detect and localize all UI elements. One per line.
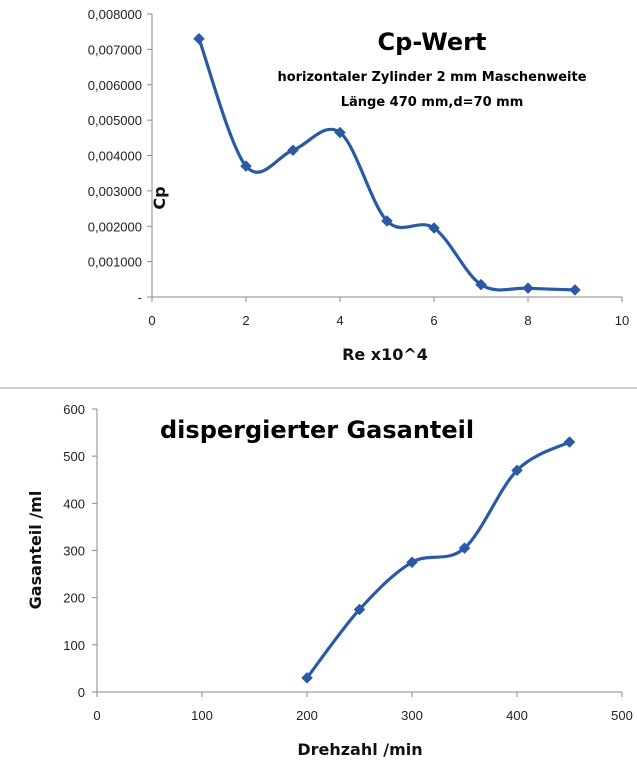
gas-y-tick-label: 100 <box>63 638 85 653</box>
gas-y-tick-label: 600 <box>63 402 85 417</box>
gas-series-markers <box>301 436 576 684</box>
cp-y-axis-title: Cp <box>150 186 169 209</box>
cp-data-point <box>240 160 252 172</box>
cp-data-point <box>475 278 487 291</box>
cp-chart: - 0,001000 0,002000 0,003000 0,004000 0,00500… <box>88 7 629 364</box>
cp-x-tick-label: 10 <box>615 313 629 328</box>
gas-chart: 0 100 200 300 400 500 600 0 100 200 300 400 500 dis… <box>26 402 633 759</box>
cp-data-point <box>287 144 299 157</box>
gas-x-tick-label: 300 <box>401 708 423 723</box>
gas-data-point <box>301 671 313 684</box>
gas-y-tick-label: 400 <box>63 496 85 511</box>
cp-y-tick-label: 0,001000 <box>88 255 142 270</box>
cp-y-tick-label: 0,006000 <box>88 78 142 93</box>
cp-y-tick-label: 0,003000 <box>88 184 142 199</box>
gas-series-line <box>305 440 572 680</box>
cp-chart-title: Cp-Wert <box>378 28 487 56</box>
cp-data-point <box>381 215 393 227</box>
cp-subtitle-line-1: horizontaler Zylinder 2 mm Maschenweite <box>277 70 586 85</box>
cp-y-tick-label: 0,007000 <box>88 42 142 57</box>
cp-y-ticks: - 0,001000 0,002000 0,003000 0,004000 0,00500… <box>88 7 152 305</box>
cp-x-tick-label: 2 <box>242 313 249 328</box>
cp-y-tick-label: 0,005000 <box>88 113 142 128</box>
cp-y-tick-label: 0,008000 <box>88 7 142 22</box>
cp-y-tick-label: - <box>138 290 142 305</box>
cp-x-tick-label: 4 <box>336 313 343 328</box>
cp-data-point <box>334 126 346 139</box>
gas-x-tick-label: 100 <box>191 708 213 723</box>
gas-y-axis-title: Gasanteil /ml <box>26 491 45 610</box>
gas-data-point <box>406 556 418 569</box>
gas-y-tick-label: 200 <box>63 591 85 606</box>
cp-data-point <box>522 282 534 295</box>
cp-subtitle-line-2: Länge 470 mm,d=70 mm <box>341 95 524 110</box>
cp-x-tick-label: 6 <box>430 313 437 328</box>
gas-x-ticks: 0 100 200 300 400 500 <box>93 692 633 723</box>
gas-x-tick-label: 400 <box>506 708 528 723</box>
gas-chart-title: dispergierter Gasanteil <box>160 416 474 444</box>
gas-y-tick-label: 300 <box>63 544 85 559</box>
cp-data-point <box>193 32 205 45</box>
gas-y-tick-label: 0 <box>78 685 85 700</box>
cp-x-ticks: 0 2 4 6 8 10 <box>148 297 629 328</box>
cp-y-tick-label: 0,004000 <box>88 149 142 164</box>
cp-x-axis-title: Re x10^4 <box>342 345 428 364</box>
gas-y-ticks: 0 100 200 300 400 500 600 <box>63 402 97 700</box>
cp-series-markers <box>193 32 581 296</box>
gas-data-point <box>353 603 366 616</box>
cp-x-tick-label: 8 <box>524 313 531 328</box>
cp-x-tick-label: 0 <box>148 313 155 328</box>
gas-x-tick-label: 200 <box>296 708 318 723</box>
gas-data-point <box>511 464 523 477</box>
gas-x-tick-label: 500 <box>611 708 633 723</box>
cp-data-point <box>569 284 581 296</box>
gas-x-tick-label: 0 <box>93 708 100 723</box>
cp-data-point <box>428 222 440 234</box>
gas-x-axis-title: Drehzahl /min <box>297 740 422 759</box>
cp-y-tick-label: 0,002000 <box>88 219 142 234</box>
gas-data-point <box>458 542 471 554</box>
gas-y-tick-label: 500 <box>63 449 85 464</box>
gas-data-point <box>563 436 576 448</box>
